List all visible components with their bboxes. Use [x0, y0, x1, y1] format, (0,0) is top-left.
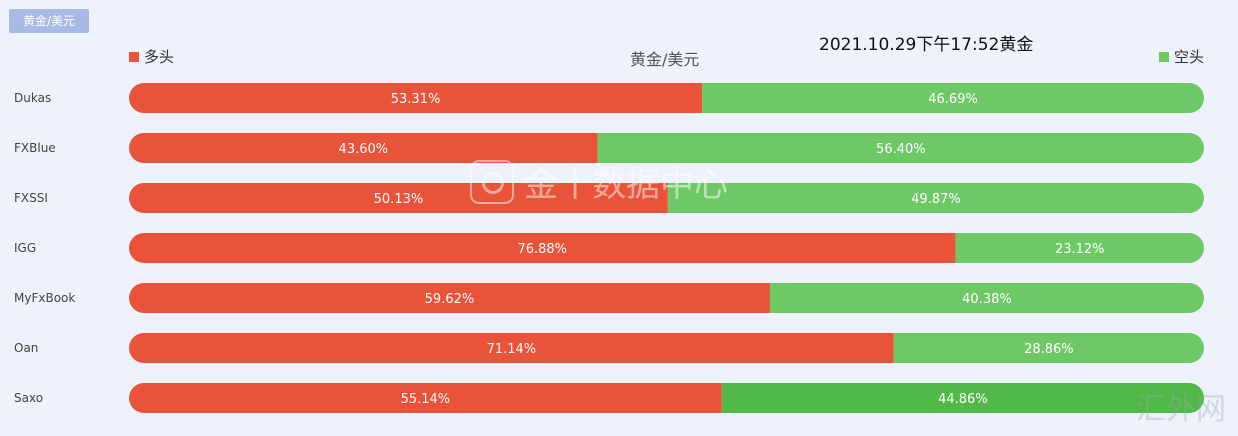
short-value-label: 28.86%: [1024, 342, 1074, 357]
bar-row-oan: [129, 333, 1204, 363]
short-value-label: 49.87%: [911, 192, 961, 207]
long-value-label: 50.13%: [374, 192, 424, 207]
category-label-myfxbook: MyFxBook: [14, 291, 75, 305]
long-value-label: 55.14%: [401, 392, 451, 407]
legend-long-swatch: [129, 51, 139, 62]
category-label-fxblue: FXBlue: [14, 141, 56, 155]
long-value-label: 59.62%: [425, 292, 475, 307]
category-label-oan: Oan: [14, 341, 38, 355]
pair-tab-button[interactable]: 黄金/美元: [9, 9, 89, 33]
bar-row-myfxbook: [129, 283, 1204, 313]
short-value-label: 40.38%: [962, 292, 1012, 307]
short-value-label: 23.12%: [1055, 242, 1105, 257]
bar-row-dukas: [129, 83, 1204, 113]
short-bar-segment: [702, 83, 1204, 113]
short-value-label: 44.86%: [938, 392, 988, 407]
short-bar-segment: [955, 233, 1204, 263]
long-bar-segment: [129, 333, 894, 363]
long-bar-segment: [129, 233, 956, 263]
bar-row-fxssi: [129, 183, 1204, 213]
long-bar-segment: [129, 283, 770, 313]
short-value-label: 46.69%: [928, 92, 978, 107]
long-value-label: 43.60%: [339, 142, 389, 157]
legend-long: 多头: [129, 46, 174, 67]
corner-watermark: 汇外网: [1136, 392, 1226, 427]
long-value-label: 71.14%: [487, 342, 537, 357]
category-label-fxssi: FXSSI: [14, 191, 48, 205]
category-label-dukas: Dukas: [14, 91, 51, 105]
long-bar-segment: [129, 383, 722, 413]
bar-row-igg: [129, 233, 1204, 263]
legend-long-label: 多头: [144, 48, 175, 66]
short-bar-segment: [893, 333, 1204, 363]
chart-title: 黄金/美元: [630, 50, 700, 69]
legend-short-label: 空头: [1173, 48, 1204, 66]
long-bar-segment: [129, 183, 668, 213]
short-bar-segment: [721, 383, 1204, 413]
short-bar-segment: [769, 283, 1204, 313]
short-bar-segment: [667, 183, 1204, 213]
long-value-label: 76.88%: [517, 242, 567, 257]
timestamp: 2021.10.29下午17:52黄金: [819, 35, 1034, 55]
long-bar-segment: [129, 133, 598, 163]
legend-short-swatch: [1158, 51, 1169, 62]
long-bar-segment: [129, 83, 703, 113]
legend-short: 空头: [1158, 46, 1204, 67]
category-label-saxo: Saxo: [14, 391, 43, 405]
long-value-label: 53.31%: [391, 92, 441, 107]
bar-row-saxo: [129, 383, 1204, 413]
short-value-label: 56.40%: [876, 142, 926, 157]
bar-row-fxblue: [129, 133, 1204, 163]
category-label-igg: IGG: [14, 241, 36, 255]
short-bar-segment: [597, 133, 1204, 163]
